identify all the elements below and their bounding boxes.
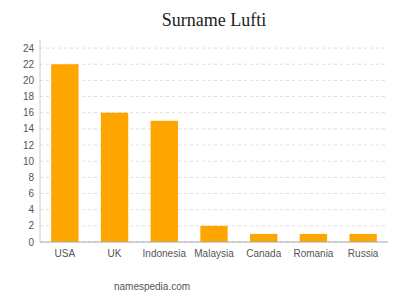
grid-line [40, 161, 388, 162]
y-tick-label: 20 [23, 75, 35, 86]
chart-svg: Surname Lufti024681012141618202224USAUKI… [0, 0, 400, 300]
x-tick-label: UK [108, 248, 122, 259]
y-tick-label: 14 [23, 123, 35, 134]
y-tick-label: 10 [23, 156, 35, 167]
title: Surname Lufti [162, 10, 266, 30]
x-tick-label: Russia [348, 248, 379, 259]
y-tick-label: 22 [23, 59, 35, 70]
grid-line [40, 96, 388, 97]
footer-annotation: namespedia.com [114, 281, 190, 292]
x-tick-label: Indonesia [143, 248, 187, 259]
bar [151, 121, 178, 242]
x-tick-label: Malaysia [194, 248, 234, 259]
y-tick-label: 2 [28, 220, 34, 231]
x-tick-label: Romania [293, 248, 333, 259]
y-tick-label: 6 [28, 188, 34, 199]
bar [200, 226, 227, 242]
y-tick-label: 24 [23, 43, 35, 54]
chart-container: Surname Lufti024681012141618202224USAUKI… [0, 0, 400, 300]
y-axis-line [40, 40, 41, 242]
bar [101, 113, 128, 242]
grid-line [40, 242, 388, 243]
y-tick-label: 16 [23, 107, 35, 118]
x-tick-label: Canada [246, 248, 281, 259]
y-tick-label: 12 [23, 140, 35, 151]
grid-line [40, 145, 388, 146]
bar [300, 234, 327, 242]
y-tick-label: 8 [28, 172, 34, 183]
grid-line [40, 112, 388, 113]
y-tick-label: 18 [23, 91, 35, 102]
bar [349, 234, 376, 242]
x-tick-label: USA [55, 248, 76, 259]
bars [51, 64, 377, 242]
grid [40, 48, 388, 242]
grid-line [40, 193, 388, 194]
grid-line [40, 209, 388, 210]
y-tick-label: 4 [28, 204, 34, 215]
grid-line [40, 177, 388, 178]
bar [51, 64, 78, 242]
grid-line [40, 128, 388, 129]
grid-line [40, 80, 388, 81]
bar [250, 234, 277, 242]
x-axis-line [40, 242, 388, 243]
y-tick-label: 0 [28, 237, 34, 248]
grid-line [40, 48, 388, 49]
grid-line [40, 64, 388, 65]
